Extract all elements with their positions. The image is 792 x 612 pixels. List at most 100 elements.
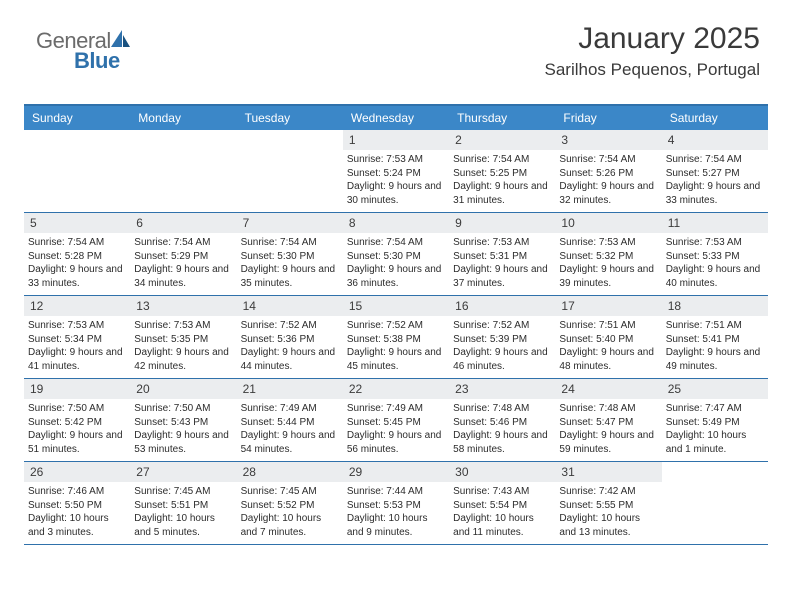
calendar-day-cell: 5Sunrise: 7:54 AMSunset: 5:28 PMDaylight… — [24, 213, 130, 295]
day-details: Sunrise: 7:53 AMSunset: 5:35 PMDaylight:… — [130, 316, 236, 376]
day-details: Sunrise: 7:54 AMSunset: 5:25 PMDaylight:… — [449, 150, 555, 210]
day-number: 4 — [662, 130, 768, 150]
calendar-day-cell: 19Sunrise: 7:50 AMSunset: 5:42 PMDayligh… — [24, 379, 130, 461]
calendar-day-cell: 10Sunrise: 7:53 AMSunset: 5:32 PMDayligh… — [555, 213, 661, 295]
dow-label: Monday — [130, 106, 236, 130]
logo: General Blue — [36, 28, 133, 54]
logo-text-blue: Blue — [74, 48, 120, 74]
day-number: 2 — [449, 130, 555, 150]
calendar-day-cell: 12Sunrise: 7:53 AMSunset: 5:34 PMDayligh… — [24, 296, 130, 378]
day-details: Sunrise: 7:49 AMSunset: 5:45 PMDaylight:… — [343, 399, 449, 459]
calendar-day-cell: 8Sunrise: 7:54 AMSunset: 5:30 PMDaylight… — [343, 213, 449, 295]
dow-label: Saturday — [662, 106, 768, 130]
calendar-day-cell: 22Sunrise: 7:49 AMSunset: 5:45 PMDayligh… — [343, 379, 449, 461]
day-details: Sunrise: 7:48 AMSunset: 5:47 PMDaylight:… — [555, 399, 661, 459]
calendar-day-cell: 24Sunrise: 7:48 AMSunset: 5:47 PMDayligh… — [555, 379, 661, 461]
calendar-day-cell: 31Sunrise: 7:42 AMSunset: 5:55 PMDayligh… — [555, 462, 661, 544]
day-number: 26 — [24, 462, 130, 482]
calendar-day-cell: 30Sunrise: 7:43 AMSunset: 5:54 PMDayligh… — [449, 462, 555, 544]
calendar-day-cell: 20Sunrise: 7:50 AMSunset: 5:43 PMDayligh… — [130, 379, 236, 461]
day-of-week-header: SundayMondayTuesdayWednesdayThursdayFrid… — [24, 106, 768, 130]
day-details: Sunrise: 7:54 AMSunset: 5:30 PMDaylight:… — [237, 233, 343, 293]
day-details: Sunrise: 7:45 AMSunset: 5:51 PMDaylight:… — [130, 482, 236, 542]
day-number: 24 — [555, 379, 661, 399]
day-number: 13 — [130, 296, 236, 316]
calendar-day-cell: 28Sunrise: 7:45 AMSunset: 5:52 PMDayligh… — [237, 462, 343, 544]
day-number: 21 — [237, 379, 343, 399]
day-number: 25 — [662, 379, 768, 399]
day-number: 7 — [237, 213, 343, 233]
day-details: Sunrise: 7:53 AMSunset: 5:31 PMDaylight:… — [449, 233, 555, 293]
day-number: 6 — [130, 213, 236, 233]
dow-label: Wednesday — [343, 106, 449, 130]
day-details: Sunrise: 7:53 AMSunset: 5:33 PMDaylight:… — [662, 233, 768, 293]
calendar-day-cell: 26Sunrise: 7:46 AMSunset: 5:50 PMDayligh… — [24, 462, 130, 544]
day-details: Sunrise: 7:54 AMSunset: 5:26 PMDaylight:… — [555, 150, 661, 210]
day-details: Sunrise: 7:52 AMSunset: 5:38 PMDaylight:… — [343, 316, 449, 376]
day-number: 11 — [662, 213, 768, 233]
day-number: 5 — [24, 213, 130, 233]
calendar-day-cell: 7Sunrise: 7:54 AMSunset: 5:30 PMDaylight… — [237, 213, 343, 295]
calendar-empty-cell — [662, 462, 768, 544]
day-number: 17 — [555, 296, 661, 316]
calendar-week-row: 1Sunrise: 7:53 AMSunset: 5:24 PMDaylight… — [24, 130, 768, 213]
calendar-week-row: 5Sunrise: 7:54 AMSunset: 5:28 PMDaylight… — [24, 213, 768, 296]
day-details: Sunrise: 7:52 AMSunset: 5:39 PMDaylight:… — [449, 316, 555, 376]
calendar-day-cell: 21Sunrise: 7:49 AMSunset: 5:44 PMDayligh… — [237, 379, 343, 461]
day-details: Sunrise: 7:51 AMSunset: 5:40 PMDaylight:… — [555, 316, 661, 376]
day-details: Sunrise: 7:47 AMSunset: 5:49 PMDaylight:… — [662, 399, 768, 459]
calendar-day-cell: 1Sunrise: 7:53 AMSunset: 5:24 PMDaylight… — [343, 130, 449, 212]
calendar-day-cell: 13Sunrise: 7:53 AMSunset: 5:35 PMDayligh… — [130, 296, 236, 378]
day-details: Sunrise: 7:54 AMSunset: 5:29 PMDaylight:… — [130, 233, 236, 293]
day-number: 22 — [343, 379, 449, 399]
day-number: 15 — [343, 296, 449, 316]
calendar-day-cell: 18Sunrise: 7:51 AMSunset: 5:41 PMDayligh… — [662, 296, 768, 378]
day-details: Sunrise: 7:53 AMSunset: 5:32 PMDaylight:… — [555, 233, 661, 293]
day-details: Sunrise: 7:49 AMSunset: 5:44 PMDaylight:… — [237, 399, 343, 459]
day-number: 28 — [237, 462, 343, 482]
day-number: 29 — [343, 462, 449, 482]
day-number: 31 — [555, 462, 661, 482]
day-number: 9 — [449, 213, 555, 233]
day-number: 12 — [24, 296, 130, 316]
calendar-day-cell: 9Sunrise: 7:53 AMSunset: 5:31 PMDaylight… — [449, 213, 555, 295]
day-details: Sunrise: 7:51 AMSunset: 5:41 PMDaylight:… — [662, 316, 768, 376]
calendar-day-cell: 16Sunrise: 7:52 AMSunset: 5:39 PMDayligh… — [449, 296, 555, 378]
calendar-day-cell: 25Sunrise: 7:47 AMSunset: 5:49 PMDayligh… — [662, 379, 768, 461]
logo-sail-icon — [111, 30, 131, 48]
day-details: Sunrise: 7:50 AMSunset: 5:42 PMDaylight:… — [24, 399, 130, 459]
day-number: 20 — [130, 379, 236, 399]
day-details: Sunrise: 7:46 AMSunset: 5:50 PMDaylight:… — [24, 482, 130, 542]
calendar-day-cell: 3Sunrise: 7:54 AMSunset: 5:26 PMDaylight… — [555, 130, 661, 212]
calendar-week-row: 19Sunrise: 7:50 AMSunset: 5:42 PMDayligh… — [24, 379, 768, 462]
calendar-day-cell: 17Sunrise: 7:51 AMSunset: 5:40 PMDayligh… — [555, 296, 661, 378]
calendar-day-cell: 27Sunrise: 7:45 AMSunset: 5:51 PMDayligh… — [130, 462, 236, 544]
day-number: 3 — [555, 130, 661, 150]
calendar-day-cell: 2Sunrise: 7:54 AMSunset: 5:25 PMDaylight… — [449, 130, 555, 212]
day-number: 1 — [343, 130, 449, 150]
calendar-day-cell: 14Sunrise: 7:52 AMSunset: 5:36 PMDayligh… — [237, 296, 343, 378]
day-details: Sunrise: 7:54 AMSunset: 5:28 PMDaylight:… — [24, 233, 130, 293]
dow-label: Thursday — [449, 106, 555, 130]
day-number: 23 — [449, 379, 555, 399]
calendar-empty-cell — [237, 130, 343, 212]
day-details: Sunrise: 7:52 AMSunset: 5:36 PMDaylight:… — [237, 316, 343, 376]
day-number: 19 — [24, 379, 130, 399]
calendar-day-cell: 11Sunrise: 7:53 AMSunset: 5:33 PMDayligh… — [662, 213, 768, 295]
calendar-day-cell: 4Sunrise: 7:54 AMSunset: 5:27 PMDaylight… — [662, 130, 768, 212]
calendar-week-row: 12Sunrise: 7:53 AMSunset: 5:34 PMDayligh… — [24, 296, 768, 379]
calendar-week-row: 26Sunrise: 7:46 AMSunset: 5:50 PMDayligh… — [24, 462, 768, 545]
day-details: Sunrise: 7:54 AMSunset: 5:30 PMDaylight:… — [343, 233, 449, 293]
day-number: 8 — [343, 213, 449, 233]
day-details: Sunrise: 7:45 AMSunset: 5:52 PMDaylight:… — [237, 482, 343, 542]
day-details: Sunrise: 7:48 AMSunset: 5:46 PMDaylight:… — [449, 399, 555, 459]
calendar-day-cell: 23Sunrise: 7:48 AMSunset: 5:46 PMDayligh… — [449, 379, 555, 461]
calendar-table: SundayMondayTuesdayWednesdayThursdayFrid… — [24, 104, 768, 545]
day-details: Sunrise: 7:54 AMSunset: 5:27 PMDaylight:… — [662, 150, 768, 210]
day-details: Sunrise: 7:53 AMSunset: 5:24 PMDaylight:… — [343, 150, 449, 210]
calendar-day-cell: 6Sunrise: 7:54 AMSunset: 5:29 PMDaylight… — [130, 213, 236, 295]
page-title: January 2025 — [545, 22, 760, 56]
calendar-day-cell: 29Sunrise: 7:44 AMSunset: 5:53 PMDayligh… — [343, 462, 449, 544]
dow-label: Tuesday — [237, 106, 343, 130]
header: January 2025 Sarilhos Pequenos, Portugal — [545, 22, 760, 80]
